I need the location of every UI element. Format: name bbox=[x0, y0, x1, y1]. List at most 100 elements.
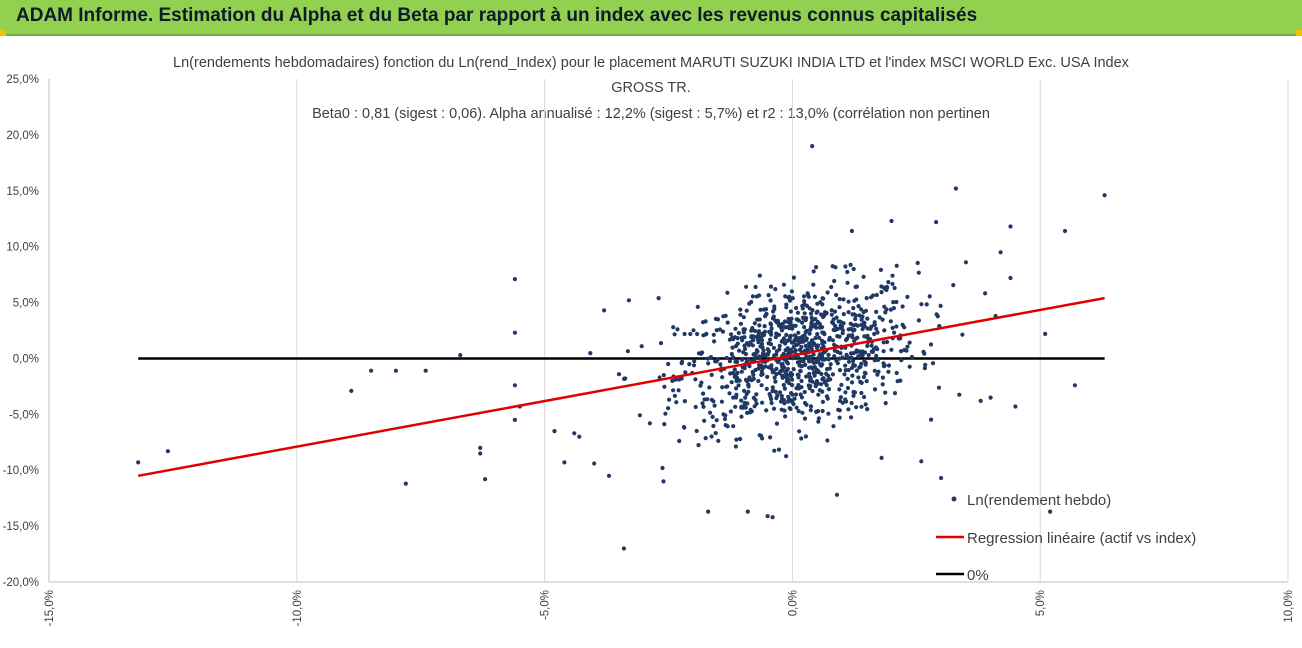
scatter-point bbox=[854, 349, 859, 355]
scatter-point bbox=[859, 390, 864, 396]
scatter-point bbox=[136, 460, 141, 465]
scatter-point bbox=[616, 372, 622, 377]
scatter-point bbox=[794, 305, 799, 311]
scatter-point bbox=[736, 330, 741, 336]
scatter-point bbox=[884, 287, 889, 293]
scatter-point bbox=[672, 393, 678, 398]
scatter-point bbox=[845, 376, 850, 381]
scatter-point bbox=[807, 375, 813, 380]
scatter-point bbox=[891, 300, 896, 305]
scatter-point bbox=[1072, 383, 1077, 388]
scatter-point bbox=[770, 316, 776, 321]
scatter-point bbox=[770, 515, 775, 520]
scatter-point bbox=[844, 399, 849, 404]
scatter-point bbox=[916, 270, 921, 275]
scatter-point bbox=[710, 414, 715, 419]
scatter-point bbox=[828, 362, 833, 367]
scatter-point bbox=[691, 363, 697, 368]
x-tick-label: 5,0% bbox=[1035, 590, 1047, 616]
scatter-point bbox=[816, 419, 821, 424]
scatter-point bbox=[830, 372, 836, 377]
scatter-point bbox=[825, 290, 830, 295]
scatter-point bbox=[802, 316, 807, 321]
scatter-point bbox=[764, 408, 769, 413]
scatter-point bbox=[1013, 404, 1018, 409]
scatter-point bbox=[856, 375, 861, 380]
scatter-point bbox=[852, 363, 858, 368]
scatter-point bbox=[810, 388, 815, 394]
scatter-point bbox=[458, 353, 463, 358]
scatter-point bbox=[811, 370, 816, 376]
scatter-point bbox=[802, 311, 807, 316]
scatter-point bbox=[754, 294, 760, 299]
scatter-point bbox=[953, 186, 959, 191]
scatter-point bbox=[1043, 331, 1048, 336]
scatter-point bbox=[833, 265, 838, 270]
scatter-point bbox=[872, 331, 877, 337]
legend-label-regression: Regression linéaire (actif vs index) bbox=[967, 530, 1196, 547]
scatter-point bbox=[744, 391, 749, 397]
scatter-point bbox=[832, 309, 838, 314]
scatter-point bbox=[865, 316, 870, 321]
scatter-point bbox=[869, 343, 874, 348]
scatter-point bbox=[663, 411, 668, 416]
scatter-point bbox=[673, 377, 678, 382]
scatter-point bbox=[770, 388, 776, 393]
scatter-point bbox=[858, 364, 863, 369]
scatter-point bbox=[769, 363, 774, 368]
scatter-point bbox=[720, 385, 725, 390]
scatter-point bbox=[796, 373, 801, 378]
scatter-point bbox=[853, 313, 858, 318]
scatter-point bbox=[845, 336, 850, 341]
scatter-point bbox=[768, 284, 774, 289]
scatter-point bbox=[660, 465, 665, 471]
scatter-point bbox=[688, 331, 693, 337]
scatter-point bbox=[739, 414, 744, 419]
scatter-point bbox=[904, 348, 909, 353]
scatter-point bbox=[788, 320, 793, 325]
scatter-point bbox=[846, 310, 851, 315]
scatter-point bbox=[875, 330, 880, 335]
scatter-point bbox=[658, 341, 664, 346]
scatter-point bbox=[821, 330, 827, 335]
scatter-point bbox=[865, 343, 870, 348]
scatter-point bbox=[799, 344, 804, 350]
scatter-point bbox=[905, 344, 910, 349]
scatter-point bbox=[706, 509, 711, 514]
scatter-point bbox=[423, 368, 428, 373]
scatter-point bbox=[816, 343, 821, 348]
scatter-point bbox=[745, 509, 750, 514]
chart-area: Ln(rendements hebdomadaires) fonction du… bbox=[0, 36, 1302, 648]
scatter-point bbox=[811, 282, 816, 287]
scatter-point bbox=[782, 325, 788, 330]
scatter-point bbox=[759, 372, 764, 377]
scatter-point bbox=[758, 344, 763, 349]
scatter-point bbox=[750, 343, 756, 348]
scatter-point bbox=[799, 436, 804, 441]
scatter-point bbox=[745, 410, 750, 415]
scatter-point bbox=[874, 326, 879, 331]
scatter-point bbox=[798, 368, 803, 373]
scatter-point bbox=[854, 336, 859, 341]
scatter-point bbox=[769, 397, 774, 402]
page-title: ADAM Informe. Estimation du Alpha et du … bbox=[16, 5, 978, 26]
scatter-point bbox=[751, 338, 756, 343]
scatter-point bbox=[890, 281, 895, 287]
scatter-point bbox=[849, 228, 855, 234]
scatter-point bbox=[818, 300, 823, 305]
scatter-point bbox=[674, 400, 679, 405]
scatter-point bbox=[772, 448, 777, 453]
scatter-point bbox=[621, 546, 627, 551]
scatter-point bbox=[739, 404, 744, 409]
scatter-point bbox=[760, 365, 765, 370]
scatter-point bbox=[721, 412, 726, 417]
scatter-point bbox=[781, 398, 787, 403]
scatter-point bbox=[734, 378, 739, 384]
scatter-point bbox=[723, 423, 728, 428]
scatter-point bbox=[886, 280, 891, 285]
scatter-point bbox=[676, 388, 681, 393]
scatter-point bbox=[773, 335, 778, 340]
scatter-point bbox=[769, 326, 774, 331]
scatter-point bbox=[813, 335, 818, 341]
scatter-point bbox=[737, 378, 742, 383]
